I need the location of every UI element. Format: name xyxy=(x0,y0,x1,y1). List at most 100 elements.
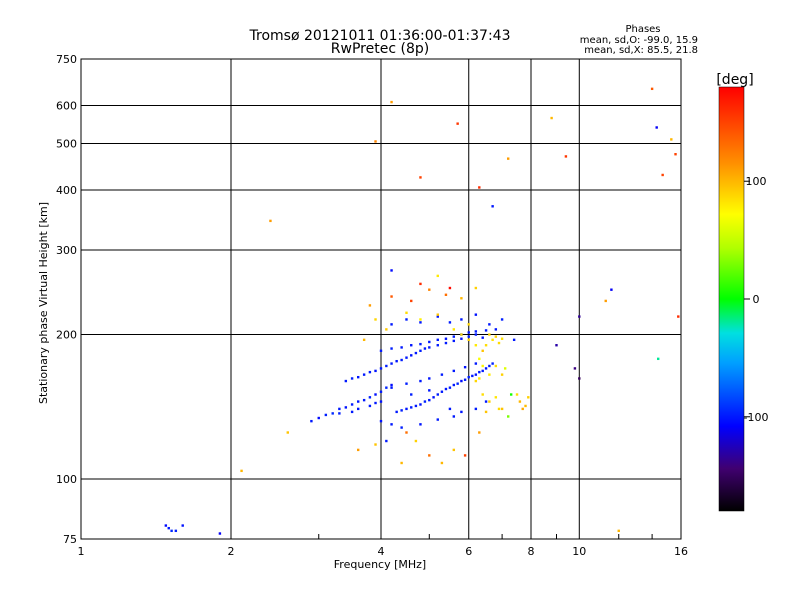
data-point xyxy=(460,318,463,321)
chart-title: Tromsø 20121011 01:36:00-01:37:43 xyxy=(249,28,511,44)
data-point xyxy=(481,336,484,339)
data-point xyxy=(395,410,398,414)
y-tick-label: 500 xyxy=(56,138,77,151)
data-point xyxy=(452,415,456,418)
data-point xyxy=(452,335,456,338)
data-point xyxy=(374,318,377,321)
data-point xyxy=(497,341,501,345)
data-point xyxy=(503,367,507,370)
data-point xyxy=(448,286,452,290)
data-point xyxy=(428,398,431,402)
data-point xyxy=(494,364,498,368)
data-point xyxy=(515,393,519,396)
y-axis-ticks: 75 100 200 300 400 500 600 750 xyxy=(56,53,77,546)
data-point xyxy=(460,337,463,340)
data-point xyxy=(518,400,522,403)
data-point xyxy=(555,344,558,347)
data-point xyxy=(414,351,418,355)
data-point xyxy=(488,323,491,326)
data-point xyxy=(500,407,504,411)
data-point xyxy=(379,367,383,370)
data-point xyxy=(368,396,372,399)
data-point xyxy=(500,373,504,376)
data-point xyxy=(474,286,478,290)
data-point xyxy=(400,346,403,349)
data-point xyxy=(467,338,470,342)
data-points xyxy=(164,87,680,535)
data-point xyxy=(527,396,530,399)
data-point xyxy=(467,335,470,338)
legend-title: Phases xyxy=(625,24,660,35)
data-point xyxy=(436,393,439,396)
data-point xyxy=(379,400,383,403)
data-point xyxy=(481,349,484,352)
x-tick-label: 4 xyxy=(378,545,385,558)
y-tick-label: 400 xyxy=(56,184,77,197)
data-point xyxy=(362,398,366,402)
colorbar-label: [deg] xyxy=(716,72,753,88)
colorbar xyxy=(718,86,745,512)
data-point xyxy=(240,469,243,473)
data-point xyxy=(368,370,372,374)
data-point xyxy=(484,400,488,403)
data-point xyxy=(604,299,607,303)
data-point xyxy=(324,413,328,417)
data-point xyxy=(395,359,398,363)
data-point xyxy=(414,404,418,408)
data-point xyxy=(436,418,439,421)
data-point xyxy=(452,448,456,452)
data-point xyxy=(385,386,388,389)
data-point xyxy=(419,342,422,346)
data-point xyxy=(390,386,393,389)
data-point xyxy=(428,389,431,392)
data-point xyxy=(419,403,422,406)
data-point xyxy=(524,404,527,408)
data-point xyxy=(390,347,393,350)
data-point xyxy=(419,379,422,383)
data-point xyxy=(390,423,393,426)
data-point xyxy=(484,410,488,414)
colorbar-tick-label: 100 xyxy=(746,175,767,188)
data-point xyxy=(181,524,184,527)
data-point xyxy=(368,304,372,307)
data-point xyxy=(463,365,467,369)
data-point xyxy=(400,358,403,362)
data-point xyxy=(356,448,360,452)
data-point xyxy=(350,377,354,380)
data-point xyxy=(400,461,403,465)
data-point xyxy=(286,431,289,434)
data-point xyxy=(368,404,372,408)
colorbar-tick-label: 0 xyxy=(753,293,760,306)
data-point xyxy=(578,377,581,380)
data-point xyxy=(390,295,393,298)
data-point xyxy=(218,532,222,535)
data-point xyxy=(374,369,377,373)
data-point xyxy=(374,140,377,143)
data-point xyxy=(405,356,408,359)
data-point xyxy=(405,382,408,385)
data-point xyxy=(478,370,481,374)
data-point xyxy=(448,407,452,411)
data-point xyxy=(488,333,491,336)
data-point xyxy=(478,357,481,361)
data-point xyxy=(460,333,463,336)
data-point xyxy=(344,379,348,383)
data-point xyxy=(390,323,393,326)
data-point xyxy=(478,377,481,380)
data-point xyxy=(488,364,491,368)
data-point xyxy=(390,100,393,104)
data-point xyxy=(564,155,568,158)
data-point xyxy=(452,328,456,331)
data-point xyxy=(174,529,178,533)
data-point xyxy=(436,313,439,316)
data-point xyxy=(419,321,422,324)
x-axis-ticks: 1 2 4 6 8 10 16 xyxy=(78,534,688,558)
colorbar-ticks: 100 0 -100 xyxy=(744,175,769,424)
data-point xyxy=(440,373,444,376)
data-point xyxy=(444,293,448,296)
data-point xyxy=(269,219,272,223)
data-point xyxy=(379,390,383,393)
y-axis-label: Stationary phase Virtual Height [km] xyxy=(37,202,50,404)
data-point xyxy=(474,313,478,316)
data-point xyxy=(460,297,463,300)
